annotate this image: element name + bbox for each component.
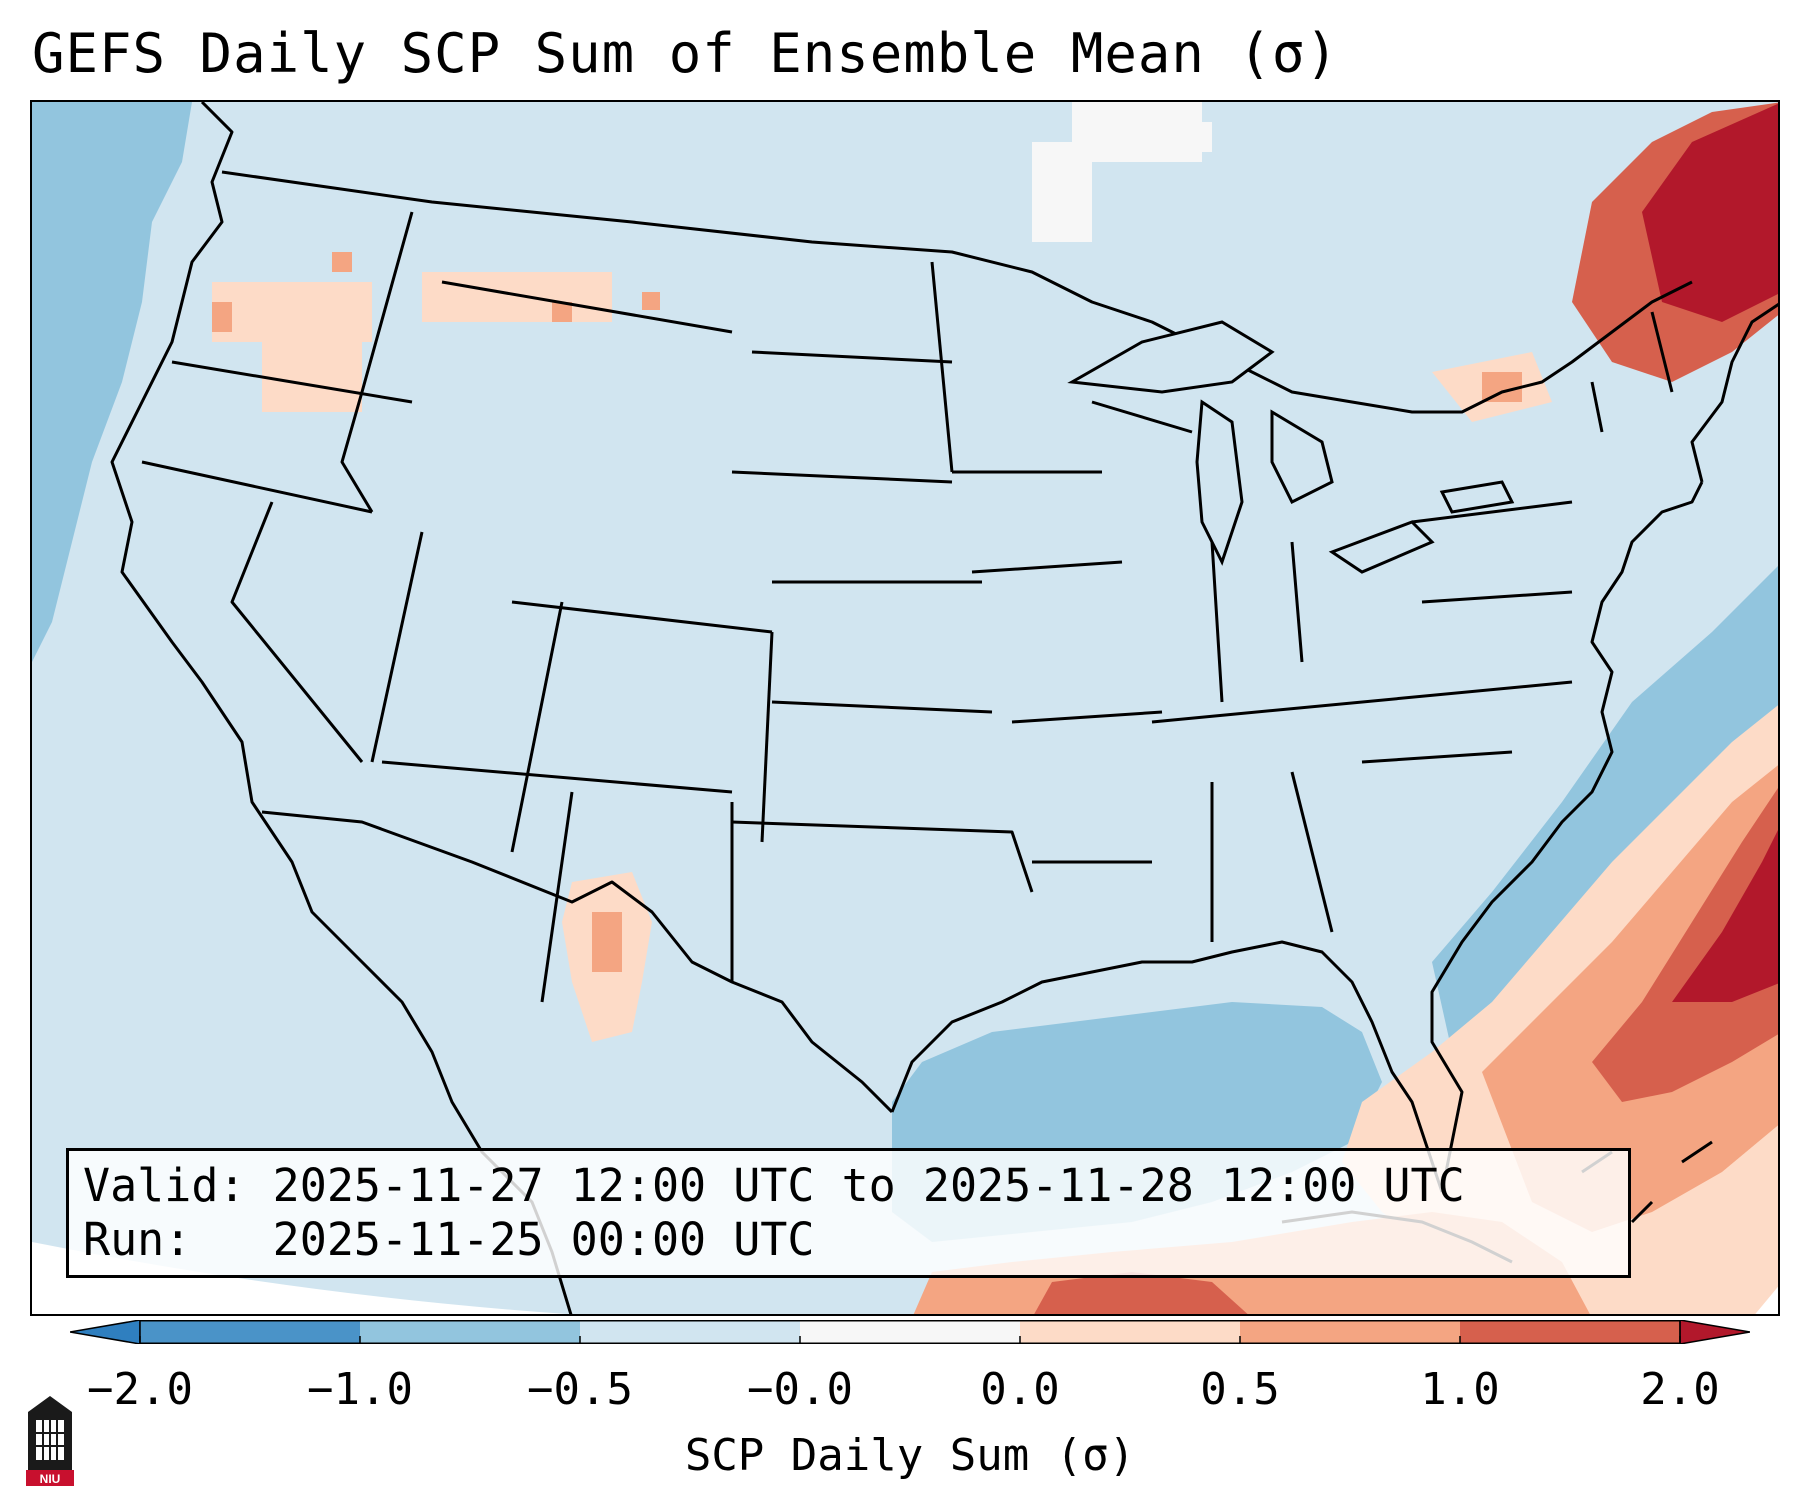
colorbar-bin: [800, 1320, 1021, 1344]
svg-text:NIU: NIU: [40, 1472, 61, 1486]
valid-line: Valid: 2025-11-27 12:00 UTC to 2025-11-2…: [83, 1159, 1465, 1212]
great-lakes: [1067, 320, 1515, 574]
colorbar-bin: [580, 1320, 801, 1344]
canada-neutral-patches: [1032, 102, 1212, 242]
atlantic-coast: [1430, 481, 1704, 1193]
border-nd-sd: [751, 350, 953, 364]
border-az-nm: [540, 791, 574, 1003]
colorbar-extend-high: [1679, 1320, 1750, 1344]
border-ut-co: [510, 601, 564, 853]
colorbar-bin: [1240, 1320, 1461, 1344]
border-ia-mo: [971, 560, 1123, 574]
border-ks-ok: [771, 700, 993, 714]
colorbar-bin: [1460, 1320, 1681, 1344]
colorbar-label: SCP Daily Sum (σ): [684, 1430, 1136, 1481]
border-mt-wy: [441, 280, 733, 334]
colorbar-tick-label: 0.5: [1200, 1364, 1280, 1415]
atlantic-negative-band: [1432, 566, 1778, 1052]
border-mo-ar: [1011, 710, 1163, 724]
colorbar: [70, 1320, 1750, 1344]
lake-michigan: [1195, 399, 1244, 566]
us-mexico-border: [261, 810, 894, 1114]
border-pa-south: [1421, 590, 1573, 604]
atlantic-plume-max: [1672, 830, 1778, 1002]
border-me: [1650, 311, 1674, 393]
lake-erie: [1328, 520, 1435, 574]
lake-superior: [1067, 320, 1275, 394]
caribbean-high-area: [1034, 1272, 1248, 1314]
lake-ontario: [1439, 480, 1515, 514]
border-wy-co: [511, 600, 773, 634]
border-co-ks: [760, 631, 774, 843]
state-borders: [110, 102, 1778, 1314]
border-nc-sc: [1361, 750, 1513, 764]
colorbar-bin: [140, 1320, 361, 1344]
canada-border: [221, 170, 1693, 414]
lake-huron: [1270, 409, 1334, 505]
border-dakotas-mn: [930, 261, 954, 473]
mexico-positive-core: [592, 912, 622, 972]
border-oh-in: [1290, 541, 1304, 663]
colorbar-bin: [1020, 1320, 1241, 1344]
outside-projection-corner-right: [1755, 1286, 1778, 1314]
border-sd-ne: [731, 470, 953, 484]
border-al-ga: [1290, 771, 1334, 933]
colorbar-tick-label: 2.0: [1640, 1364, 1720, 1415]
colorbar-tick-label: −0.5: [527, 1364, 633, 1415]
pnw-positive-pixels: [212, 252, 660, 332]
valid-run-infobox: Valid: 2025-11-27 12:00 UTC to 2025-11-2…: [66, 1148, 1631, 1278]
run-line: Run: 2025-11-25 00:00 UTC: [83, 1213, 815, 1266]
border-ok-tx: [731, 820, 1034, 893]
maritimes-max-area: [1642, 103, 1778, 322]
border-il-in: [1210, 541, 1224, 703]
pnw-positive-speckles: [212, 272, 612, 412]
atlantic-plume-high: [1592, 788, 1778, 1102]
border-wi-mi: [1091, 400, 1193, 434]
colorbar-bin: [360, 1320, 581, 1344]
outside-projection-corner: [32, 1242, 567, 1314]
border-or-ca: [141, 460, 373, 514]
colorbar-tick-label: 1.0: [1420, 1364, 1500, 1415]
colorbar-tick-label: −1.0: [307, 1364, 413, 1415]
border-wa-or: [171, 360, 413, 404]
pacific-negative-band: [32, 102, 192, 662]
colorbar-tick-label: −2.0: [87, 1364, 193, 1415]
border-ut-az: [381, 760, 733, 794]
border-id: [340, 211, 414, 513]
colorbar-tick-label: −0.0: [747, 1364, 853, 1415]
border-nv-ut: [370, 531, 424, 763]
colorbar-extend-low: [70, 1320, 141, 1344]
border-ny-vt: [1590, 381, 1604, 433]
niu-logo: NIU: [26, 1396, 74, 1486]
chart-title: GEFS Daily SCP Sum of Ensemble Mean (σ): [32, 22, 1339, 85]
conus-outline: [110, 102, 573, 1314]
map-panel: [30, 100, 1780, 1316]
scp-map: [32, 102, 1778, 1314]
border-ca-nv: [230, 501, 364, 763]
colorbar-tick-label: 0.0: [980, 1364, 1060, 1415]
northeast-coast: [1690, 302, 1778, 483]
border-pa-ny: [1411, 500, 1573, 524]
border-tn-ky: [1151, 680, 1573, 724]
gulf-coast: [890, 940, 1444, 1193]
colorbar-outline: [139, 1320, 1681, 1344]
atlantic-plume-mid: [1482, 765, 1778, 1232]
